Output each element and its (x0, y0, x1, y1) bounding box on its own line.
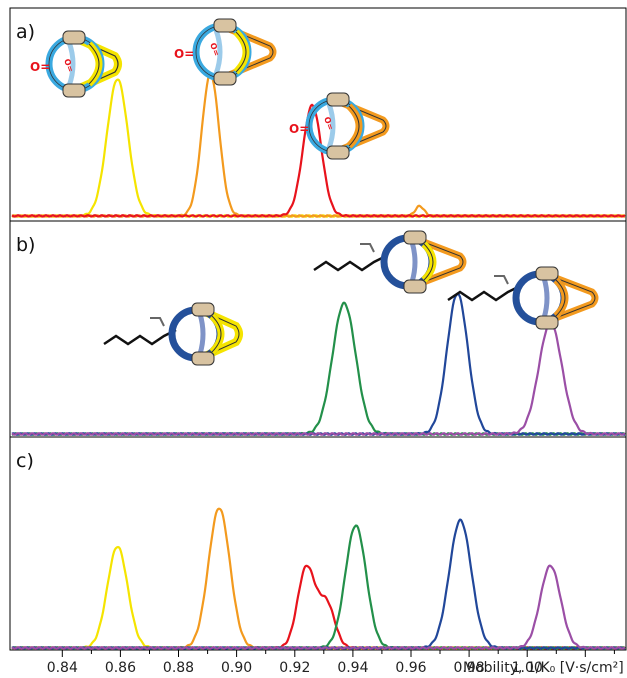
series-line-panel2-3 (12, 323, 625, 435)
panel-b-frame (10, 221, 626, 437)
carbonyl-label-1: O= (30, 60, 50, 74)
series-line-panel2-2 (12, 294, 625, 435)
panel-c-label: c) (16, 450, 34, 472)
x-tick-label: 0.90 (221, 660, 252, 676)
series-line-panel3-1 (12, 547, 625, 649)
rotaxane-alkyl-orange-icon (448, 267, 595, 329)
x-tick-label: 0.88 (163, 660, 194, 676)
panel-a-frame (10, 8, 626, 221)
x-tick-label: 0.84 (47, 660, 78, 676)
rotaxane-alkyl-yellow-icon (104, 303, 239, 365)
rotaxane-yellow-icon (49, 31, 118, 97)
curves-layer (12, 74, 625, 649)
rotaxane-orange-icon (196, 19, 273, 85)
carbonyl-label-2: O= (174, 47, 194, 61)
panel-b-label: b) (16, 234, 35, 256)
panel-a-label: a) (16, 21, 35, 43)
x-tick-label: 0.96 (395, 660, 426, 676)
rotaxane-alkyl-yellow-icon-2 (314, 231, 463, 293)
carbonyl-label-3: O= (289, 122, 309, 136)
x-axis-label: Mobility, 1/K₀ [V·s/cm²] (463, 660, 624, 676)
x-tick-label: 0.86 (105, 660, 136, 676)
rotaxane-orange-ring-icon (309, 93, 386, 159)
x-tick-label: 0.92 (279, 660, 310, 676)
x-tick-label: 0.94 (337, 660, 368, 676)
